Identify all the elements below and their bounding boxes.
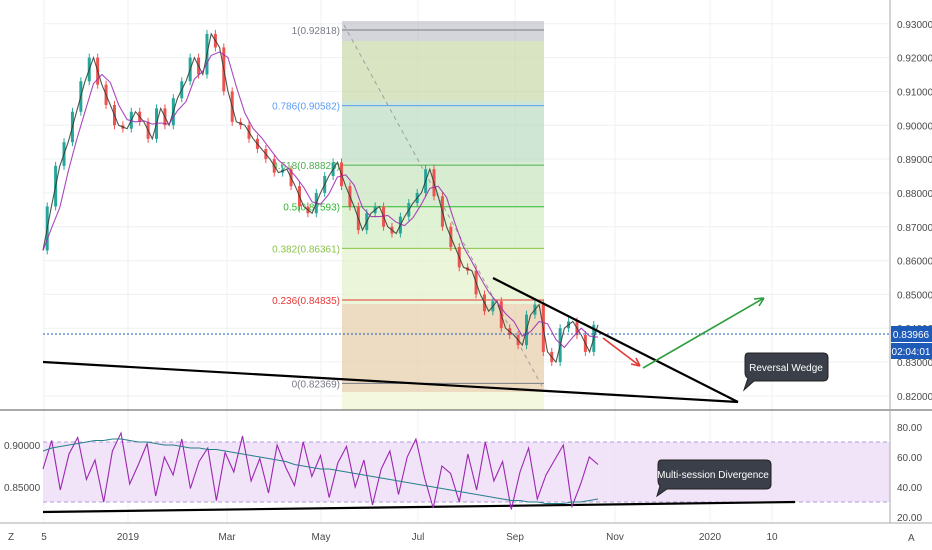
indicator-line-purple xyxy=(42,431,599,510)
moving-average-line xyxy=(42,51,599,349)
wedge-upper-trendline[interactable] xyxy=(492,277,739,403)
callout-reversal-wedge[interactable]: Reversal Wedge xyxy=(742,352,829,392)
countdown-text: 02:04:01 xyxy=(892,347,931,358)
indicator-left-tick-label: 0.85000 xyxy=(4,483,41,494)
price-tick-label: 0.91000 xyxy=(897,87,932,98)
indicator-trendline[interactable] xyxy=(42,500,796,514)
indicator-series xyxy=(42,431,599,510)
price-tick-label: 0.88000 xyxy=(897,189,932,200)
price-line xyxy=(42,32,599,364)
corner-label-left[interactable]: Z xyxy=(8,532,14,543)
fib-level-label: 1(0.92818) xyxy=(292,26,340,37)
wedge-lower-trendline[interactable] xyxy=(42,360,739,404)
time-tick-label: 2019 xyxy=(117,532,140,543)
time-tick-label: 10 xyxy=(766,532,778,543)
time-tick-label: 5 xyxy=(41,532,47,543)
indicator-tick-label: 20.00 xyxy=(897,513,922,524)
indicator-tick-label: 80.00 xyxy=(897,423,922,434)
price-axis[interactable]: 0.93000 0.92000 0.91000 0.90000 0.89000 0.880… xyxy=(897,20,932,403)
time-tick-label: 2020 xyxy=(699,532,722,543)
price-tick-label: 0.87000 xyxy=(897,223,932,234)
fib-level-label: 0(0.82369) xyxy=(292,379,340,390)
price-tick-label: 0.89000 xyxy=(897,155,932,166)
arrowhead-down-icon xyxy=(630,357,641,367)
time-tick-label: Mar xyxy=(218,532,236,543)
price-series xyxy=(42,29,599,367)
price-tick-label: 0.83000 xyxy=(897,358,932,369)
indicator-axis[interactable]: 80.00 60.00 40.00 20.00 0.90000 0.85000 xyxy=(4,423,922,524)
price-tick-label: 0.82000 xyxy=(897,392,932,403)
fib-level-label: 0.5(0.87593) xyxy=(283,203,340,214)
countdown-label: 02:04:01 xyxy=(891,343,932,359)
price-tick-label: 0.92000 xyxy=(897,54,932,65)
callout-divergence[interactable]: Multi-session Divergence xyxy=(656,459,772,498)
price-tick-label: 0.85000 xyxy=(897,290,932,301)
indicator-tick-label: 40.00 xyxy=(897,483,922,494)
corner-label-right[interactable]: A xyxy=(908,533,915,544)
callout-divergence-text: Multi-session Divergence xyxy=(657,470,769,481)
projection-up-arrow[interactable] xyxy=(642,297,765,369)
time-tick-label: Nov xyxy=(606,532,624,543)
indicator-left-tick-label: 0.90000 xyxy=(4,441,41,452)
time-axis[interactable]: 5 2019 Mar May Jul Sep Nov 2020 10 xyxy=(41,532,778,543)
fib-level-label: 0.618(0.88823) xyxy=(272,161,340,172)
fib-level-label: 0.786(0.90582) xyxy=(272,102,340,113)
price-tick-label: 0.90000 xyxy=(897,121,932,132)
fib-level-label: 0.382(0.86361) xyxy=(272,244,340,255)
price-tick-label: 0.93000 xyxy=(897,20,932,31)
projection-down-arrow[interactable] xyxy=(602,337,641,367)
indicator-line-teal xyxy=(42,438,599,505)
last-price-label: 0.83966 xyxy=(891,326,932,342)
callout-reversal-wedge-text: Reversal Wedge xyxy=(749,363,823,374)
time-tick-label: Jul xyxy=(412,532,425,543)
fib-level-label: 0.236(0.84835) xyxy=(272,296,340,307)
arrowhead-up-icon xyxy=(753,297,765,307)
price-tick-label: 0.86000 xyxy=(897,257,932,268)
indicator-tick-label: 60.00 xyxy=(897,453,922,464)
time-tick-label: May xyxy=(312,532,331,543)
last-price-text: 0.83966 xyxy=(893,330,930,341)
time-tick-label: Sep xyxy=(506,532,524,543)
